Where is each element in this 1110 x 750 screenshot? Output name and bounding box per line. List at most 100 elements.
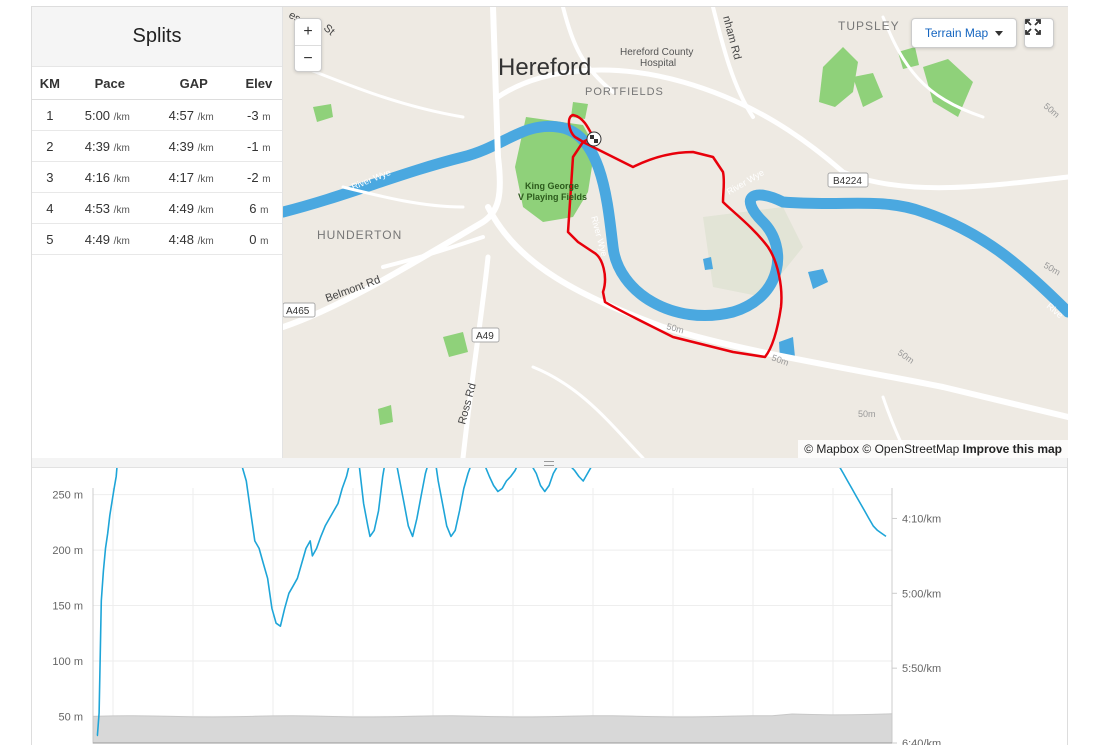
split-gap-unit: /km bbox=[197, 235, 214, 247]
split-gap-unit: /km bbox=[197, 173, 214, 185]
y-tick-right: 5:00/km bbox=[902, 588, 941, 600]
zoom-in-button[interactable]: + bbox=[295, 19, 321, 46]
start-finish-marker[interactable] bbox=[586, 131, 602, 147]
label-hunderton: HUNDERTON bbox=[317, 228, 402, 242]
label-hospital-1: Hereford County bbox=[620, 47, 693, 58]
road-shields: A465 A49 B4224 bbox=[283, 172, 869, 343]
park-ne2 bbox=[898, 47, 919, 69]
split-elev-unit: m bbox=[262, 173, 271, 185]
split-elev-value: -2 bbox=[247, 169, 259, 185]
park-east bbox=[923, 59, 973, 117]
split-gap-value: 4:48 bbox=[168, 231, 194, 247]
map-canvas[interactable]: Hereford TUPSLEY Hereford County Hospita… bbox=[283, 7, 1068, 458]
split-pace-unit: /km bbox=[113, 235, 130, 247]
y-tick-left: 200 m bbox=[52, 545, 83, 557]
label-contour-6: 50m bbox=[665, 321, 685, 335]
label-tupsley: TUPSLEY bbox=[838, 19, 900, 33]
split-pace: 4:49 /km bbox=[67, 223, 152, 255]
split-gap: 4:39 /km bbox=[151, 130, 236, 162]
map-style-label: Terrain Map bbox=[924, 26, 989, 40]
y-tick-left: 250 m bbox=[52, 490, 83, 502]
split-km-value: 1 bbox=[46, 107, 54, 123]
river-wye bbox=[283, 120, 1068, 321]
resize-handle[interactable] bbox=[32, 458, 1067, 468]
label-contour-4: 50m bbox=[858, 409, 876, 419]
road-a49-east bbox=[485, 204, 1068, 420]
split-elev-unit: m bbox=[262, 142, 271, 154]
green-areas bbox=[313, 47, 973, 425]
elevation-pace-chart[interactable]: 250 m 200 m 150 m 100 m 50 m 4:10/km 5:00/km 5:… bbox=[32, 320, 1067, 750]
road-ross bbox=[460, 254, 491, 458]
split-gap-value: 4:17 bbox=[168, 169, 194, 185]
attrib-osm[interactable]: © OpenStreetMap bbox=[862, 442, 960, 456]
road-nham bbox=[711, 7, 755, 119]
split-km-value: 2 bbox=[46, 138, 54, 154]
shield-a465: A465 bbox=[286, 306, 310, 317]
split-km-value: 5 bbox=[46, 231, 54, 247]
park-area bbox=[515, 117, 595, 222]
label-ross: Ross Rd bbox=[456, 382, 479, 426]
y-tick-left: 100 m bbox=[52, 656, 83, 668]
col-pace: Pace bbox=[67, 67, 152, 100]
split-pace: 4:16 /km bbox=[67, 161, 152, 193]
route-line[interactable] bbox=[566, 113, 783, 359]
y-tick-right: 4:10/km bbox=[902, 513, 941, 525]
park-ne bbox=[853, 73, 883, 107]
water bbox=[283, 120, 1068, 359]
splits-title: Splits bbox=[32, 7, 282, 67]
label-st: St bbox=[321, 22, 337, 38]
route-map[interactable]: Hereford TUPSLEY Hereford County Hospita… bbox=[283, 7, 1068, 458]
chart-canvas[interactable]: 250 m 200 m 150 m 100 m 50 m 4:10/km 5:00/km 5:… bbox=[32, 320, 1067, 750]
split-pace-value: 4:16 bbox=[84, 169, 111, 185]
split-elev-unit: m bbox=[262, 111, 271, 123]
elevation-area bbox=[92, 713, 893, 744]
grip-icon bbox=[544, 461, 554, 466]
split-row[interactable]: 5 4:49 /km 4:48 /km 0 m bbox=[32, 223, 282, 255]
label-portfields: PORTFIELDS bbox=[585, 86, 664, 98]
col-gap: GAP bbox=[151, 67, 236, 100]
attrib-mapbox[interactable]: © Mapbox bbox=[804, 442, 860, 456]
attrib-improve[interactable]: Improve this map bbox=[962, 442, 1062, 456]
split-row[interactable]: 3 4:16 /km 4:17 /km -2 m bbox=[32, 161, 282, 193]
split-pace: 4:39 /km bbox=[67, 130, 152, 162]
split-pace-unit: /km bbox=[113, 173, 130, 185]
meadow bbox=[703, 207, 803, 297]
label-contour-2: 50m bbox=[1042, 260, 1062, 277]
split-km: 3 bbox=[32, 161, 68, 193]
y-tick-left: 50 m bbox=[59, 711, 83, 723]
road-main-west bbox=[283, 7, 503, 330]
split-pace-unit: /km bbox=[113, 142, 130, 154]
zoom-out-button[interactable]: − bbox=[303, 50, 313, 67]
road-ne bbox=[881, 15, 985, 119]
split-row[interactable]: 1 5:00 /km 4:57 /km -3 m bbox=[32, 99, 282, 131]
split-pace-value: 4:39 bbox=[84, 138, 111, 154]
pond-1 bbox=[808, 269, 828, 289]
road-s bbox=[531, 365, 645, 458]
split-elev: 6 m bbox=[235, 192, 282, 224]
park-sw bbox=[443, 332, 468, 357]
split-km: 4 bbox=[32, 192, 68, 224]
split-elev: 0 m bbox=[235, 223, 282, 255]
split-elev-unit: m bbox=[260, 204, 269, 216]
zoom-control: + − bbox=[294, 18, 322, 72]
label-park-2: V Playing Fields bbox=[518, 192, 587, 202]
split-gap-value: 4:49 bbox=[168, 200, 194, 216]
split-pace: 4:53 /km bbox=[67, 192, 152, 224]
split-gap-unit: /km bbox=[197, 111, 214, 123]
map-attribution: © Mapbox © OpenStreetMap Improve this ma… bbox=[798, 440, 1068, 458]
split-gap: 4:48 /km bbox=[151, 223, 236, 255]
split-row[interactable]: 2 4:39 /km 4:39 /km -1 m bbox=[32, 130, 282, 162]
split-pace-value: 5:00 bbox=[84, 107, 111, 123]
split-pace: 5:00 /km bbox=[67, 99, 152, 131]
pace-line bbox=[96, 320, 887, 737]
map-style-dropdown[interactable]: Terrain Map bbox=[911, 18, 1017, 48]
split-elev: -1 m bbox=[235, 130, 282, 162]
split-km-value: 4 bbox=[46, 200, 54, 216]
split-pace-unit: /km bbox=[113, 204, 130, 216]
split-gap-value: 4:39 bbox=[168, 138, 194, 154]
split-row[interactable]: 4 4:53 /km 4:49 /km 6 m bbox=[32, 192, 282, 224]
fullscreen-button[interactable] bbox=[1024, 18, 1054, 48]
col-elev: Elev bbox=[235, 67, 282, 100]
split-gap-unit: /km bbox=[197, 204, 214, 216]
split-gap-unit: /km bbox=[197, 142, 214, 154]
